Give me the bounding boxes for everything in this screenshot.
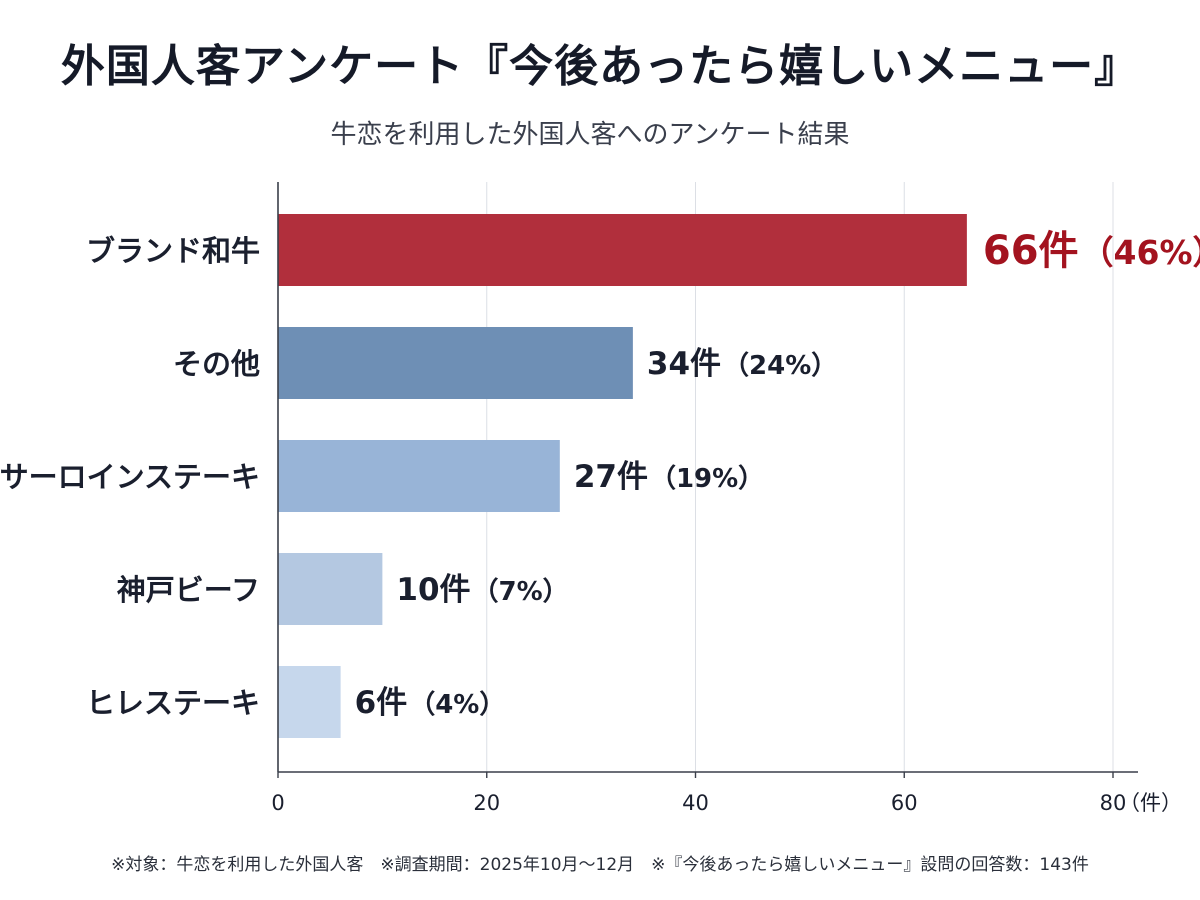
data-label-percent: （7%） <box>473 577 569 607</box>
bar <box>278 440 560 512</box>
chart-title: 外国人客アンケート『今後あったら嬉しいメニュー』 <box>60 41 1140 92</box>
bar <box>278 327 633 399</box>
x-tick-label: 80 <box>1100 791 1127 815</box>
x-axis-unit: （件） <box>1119 791 1182 815</box>
data-label-count: 6件 <box>355 685 408 721</box>
data-label-percent: （19%） <box>650 464 764 494</box>
x-tick-label: 40 <box>682 791 709 815</box>
x-tick-label: 20 <box>473 791 500 815</box>
category-label: ヒレステーキ <box>86 686 260 720</box>
data-label-count: 66件 <box>983 228 1079 274</box>
bar-chart: 0 20 40 60 80（件） ブランド和牛その他サーロインステーキ神戸ビーフヒレステー… <box>0 182 1200 815</box>
x-tick-label: 60 <box>891 791 918 815</box>
category-label: 神戸ビーフ <box>117 573 260 607</box>
bar <box>278 553 383 625</box>
data-label-count: 27件 <box>574 459 648 495</box>
bar <box>278 666 341 738</box>
chart-subtitle: 牛恋を利用した外国人客へのアンケート結果 <box>330 120 850 150</box>
data-label-percent: （24%） <box>723 351 837 381</box>
category-label: ブランド和牛 <box>86 234 260 268</box>
data-label-count: 34件 <box>647 346 721 382</box>
data-label-count: 10件 <box>396 572 470 608</box>
category-label: その他 <box>173 347 260 381</box>
data-label-percent: （46%） <box>1081 233 1200 272</box>
bar <box>278 214 967 286</box>
category-label: サーロインステーキ <box>0 460 260 494</box>
data-label-percent: （4%） <box>409 690 505 720</box>
x-tick-label: 0 <box>271 791 284 815</box>
footnote: ※対象：牛恋を利用した外国人客 ※調査期間：2025年10月～12月 ※『今後あ… <box>111 855 1089 875</box>
